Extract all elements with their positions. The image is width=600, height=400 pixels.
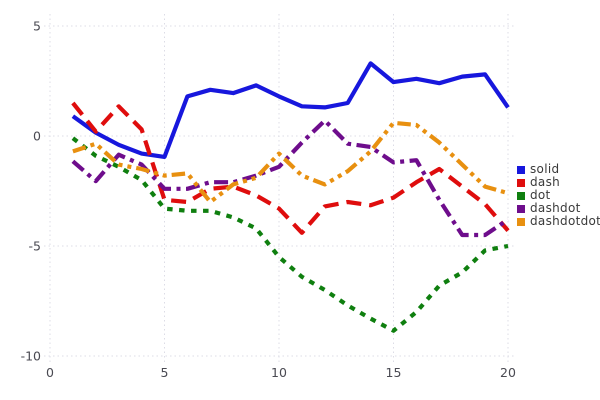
legend-label-solid: solid: [530, 162, 560, 176]
legend-item-solid: solid: [517, 163, 600, 176]
legend-swatch-solid: [517, 165, 525, 174]
legend-label-dashdotdot: dashdotdot: [530, 214, 600, 228]
x-axis-tick-15: 15: [386, 365, 402, 380]
legend-swatch-dot: [517, 191, 525, 200]
legend-label-dashdot: dashdot: [530, 201, 581, 215]
series-line-dash: [71, 101, 510, 235]
x-axis-tick-5: 5: [161, 365, 169, 380]
legend-item-dash: dash: [517, 176, 600, 189]
x-axis-tick-10: 10: [271, 365, 287, 380]
legend-swatch-dashdot: [517, 204, 525, 213]
series-line-dot: [71, 136, 509, 333]
legend-item-dashdotdot: dashdotdot: [517, 215, 600, 228]
legend-label-dot: dot: [530, 188, 551, 202]
y-axis-tick--10: -10: [21, 349, 41, 364]
legend-swatch-dash: [517, 178, 525, 187]
legend-swatch-dashdotdot: [517, 217, 525, 226]
x-axis-tick-0: 0: [46, 365, 54, 380]
legend: solid dash dot dashdot dashdotdot: [517, 163, 600, 228]
series-line-dashdotdot: [72, 120, 509, 205]
series-line-solid: [71, 61, 510, 159]
legend-label-dash: dash: [530, 175, 561, 189]
y-axis-tick--5: -5: [29, 239, 41, 254]
legend-item-dashdot: dashdot: [517, 202, 600, 215]
x-axis-tick-20: 20: [500, 365, 516, 380]
y-axis-tick-5: 5: [33, 19, 41, 34]
y-axis-tick-0: 0: [33, 129, 41, 144]
legend-item-dot: dot: [517, 189, 600, 202]
